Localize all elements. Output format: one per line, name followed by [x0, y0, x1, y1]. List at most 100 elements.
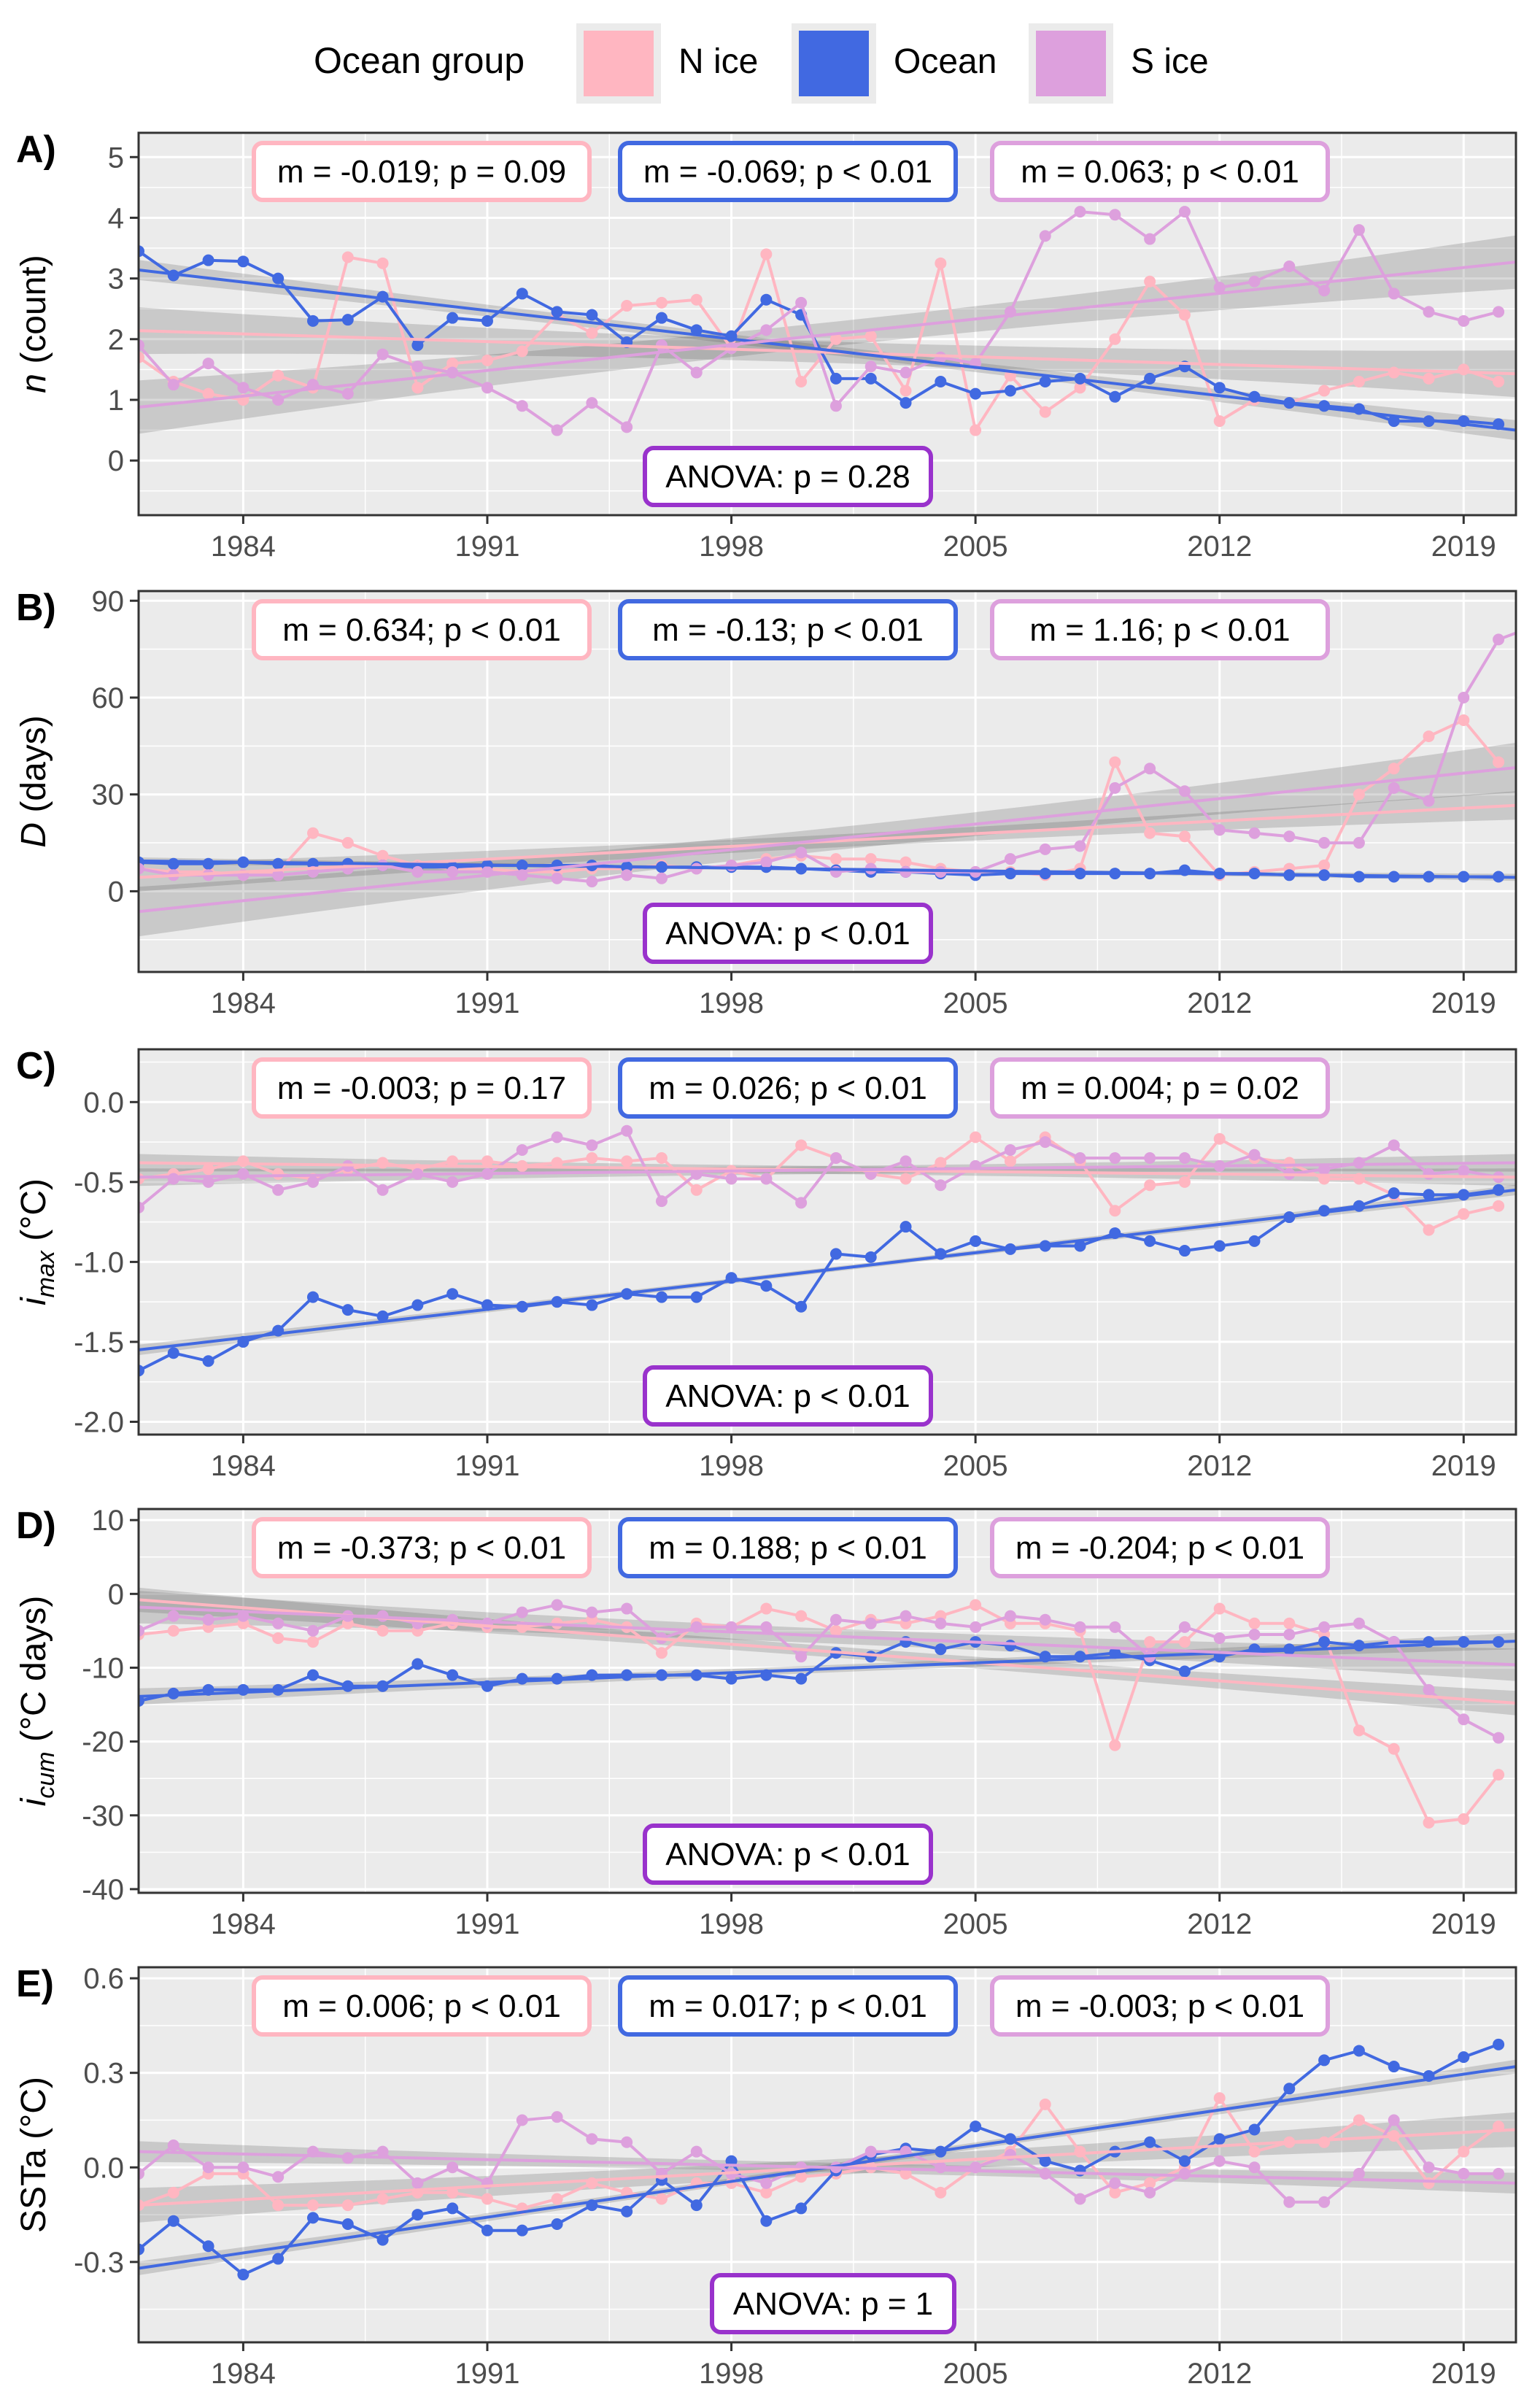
data-point-ocean: [139, 245, 144, 258]
data-point-ocean: [376, 1310, 389, 1322]
trend-annotation-box: [252, 1057, 592, 1119]
trend-annotation-text: m = -0.003; p < 0.01: [1015, 1988, 1304, 2024]
data-point-n-ice: [1353, 2114, 1365, 2126]
data-point-ocean: [829, 372, 842, 385]
data-point-ocean: [516, 2224, 528, 2237]
data-point-ocean: [516, 1672, 528, 1685]
y-tick-label: 0.3: [83, 2058, 124, 2090]
legend-swatch: [1036, 31, 1106, 96]
data-point-ocean: [446, 2202, 459, 2215]
data-point-s-ice: [1423, 795, 1435, 807]
chart-panel-1: m = -0.019; p = 0.09 m = -0.069; p < 0.01…: [15, 128, 1517, 563]
data-point-n-ice: [760, 1602, 773, 1615]
data-point-s-ice: [586, 1139, 598, 1151]
data-point-s-ice: [1004, 1144, 1016, 1157]
data-point-s-ice: [1388, 288, 1400, 300]
data-point-ocean: [411, 2209, 424, 2221]
data-point-s-ice: [1109, 1621, 1121, 1633]
data-point-s-ice: [1493, 633, 1505, 646]
data-point-ocean: [1318, 400, 1331, 412]
x-tick-label: 2019: [1431, 530, 1496, 563]
data-point-n-ice: [1178, 1636, 1191, 1648]
x-tick-label: 1984: [211, 1908, 276, 1940]
trend-annotation-box: [252, 599, 592, 660]
data-point-s-ice: [1318, 837, 1331, 849]
data-point-s-ice: [1109, 1151, 1121, 1164]
data-point-s-ice: [690, 2145, 703, 2158]
data-point-s-ice: [1074, 1151, 1086, 1164]
data-point-s-ice: [935, 1179, 947, 1192]
data-point-ocean: [655, 312, 668, 324]
data-point-s-ice: [551, 424, 563, 436]
data-point-n-ice: [970, 1599, 982, 1611]
data-point-n-ice: [1458, 714, 1470, 726]
data-point-ocean: [621, 2205, 633, 2218]
data-point-ocean: [1109, 390, 1121, 403]
data-point-s-ice: [1458, 314, 1470, 327]
data-point-ocean: [306, 314, 319, 327]
data-point-n-ice: [935, 2186, 947, 2199]
data-point-ocean: [900, 1221, 912, 1233]
trend-annotation-text: m = 1.16; p < 0.01: [1029, 612, 1290, 648]
trend-annotation-text: m = -0.13; p < 0.01: [652, 612, 924, 648]
data-point-s-ice: [1353, 2167, 1365, 2180]
data-point-s-ice: [1318, 285, 1331, 297]
data-point-s-ice: [829, 1613, 842, 1626]
data-point-n-ice: [900, 2167, 912, 2180]
data-point-n-ice: [655, 2193, 668, 2205]
data-point-s-ice: [1458, 1165, 1470, 1177]
data-point-s-ice: [795, 846, 808, 859]
data-point-ocean: [900, 397, 912, 409]
data-point-ocean: [864, 1251, 877, 1263]
data-point-s-ice: [516, 2114, 528, 2126]
data-point-ocean: [795, 2202, 808, 2215]
data-point-s-ice: [202, 2161, 214, 2174]
data-point-s-ice: [1178, 785, 1191, 798]
y-tick-label: 90: [92, 585, 125, 617]
data-point-n-ice: [341, 837, 354, 849]
data-point-n-ice: [1493, 756, 1505, 768]
data-point-n-ice: [341, 251, 354, 263]
data-point-ocean: [1493, 2038, 1505, 2050]
data-point-s-ice: [621, 421, 633, 433]
data-point-s-ice: [1248, 827, 1261, 839]
data-point-s-ice: [1144, 763, 1156, 775]
data-point-s-ice: [139, 2167, 144, 2180]
data-point-s-ice: [621, 1602, 633, 1615]
data-point-n-ice: [139, 351, 144, 363]
data-point-n-ice: [1458, 1813, 1470, 1825]
data-point-ocean: [1004, 868, 1016, 880]
x-tick-label: 1998: [699, 1908, 764, 1940]
data-point-s-ice: [970, 1621, 982, 1633]
data-point-ocean: [1388, 2061, 1400, 2073]
trend-annotation-box: [618, 141, 958, 202]
data-point-n-ice: [376, 257, 389, 269]
trend-line-ocean: [139, 268, 1516, 432]
data-point-ocean: [376, 2234, 389, 2246]
data-point-n-ice: [900, 385, 912, 397]
data-point-s-ice: [1039, 843, 1051, 855]
data-point-n-ice: [1144, 827, 1156, 839]
data-point-s-ice: [1213, 282, 1226, 294]
trend-line-n-ice: [139, 329, 1516, 376]
data-point-s-ice: [1318, 2196, 1331, 2208]
data-point-n-ice: [1109, 1205, 1121, 1217]
y-tick-label: 0.0: [83, 2152, 124, 2184]
anova-annotation-box: [710, 2273, 956, 2334]
data-point-s-ice: [1248, 2161, 1261, 2174]
data-point-s-ice: [411, 360, 424, 373]
y-tick-label: -30: [82, 1800, 124, 1832]
data-point-ocean: [725, 1672, 738, 1685]
data-point-n-ice: [1213, 415, 1226, 428]
data-point-s-ice: [1458, 1713, 1470, 1726]
trend-line-s-ice: [139, 1161, 1516, 1179]
data-point-s-ice: [586, 2133, 598, 2145]
data-point-n-ice: [376, 2193, 389, 2205]
data-point-n-ice: [1493, 1200, 1505, 1212]
legend-swatch: [584, 31, 654, 96]
series-line-n-ice: [139, 1603, 1500, 1824]
y-tick-label: 0.0: [83, 1087, 124, 1119]
anova-annotation-box: [643, 1824, 933, 1885]
series-line-ocean: [139, 1188, 1499, 1373]
trend-line-ocean: [139, 859, 1516, 879]
